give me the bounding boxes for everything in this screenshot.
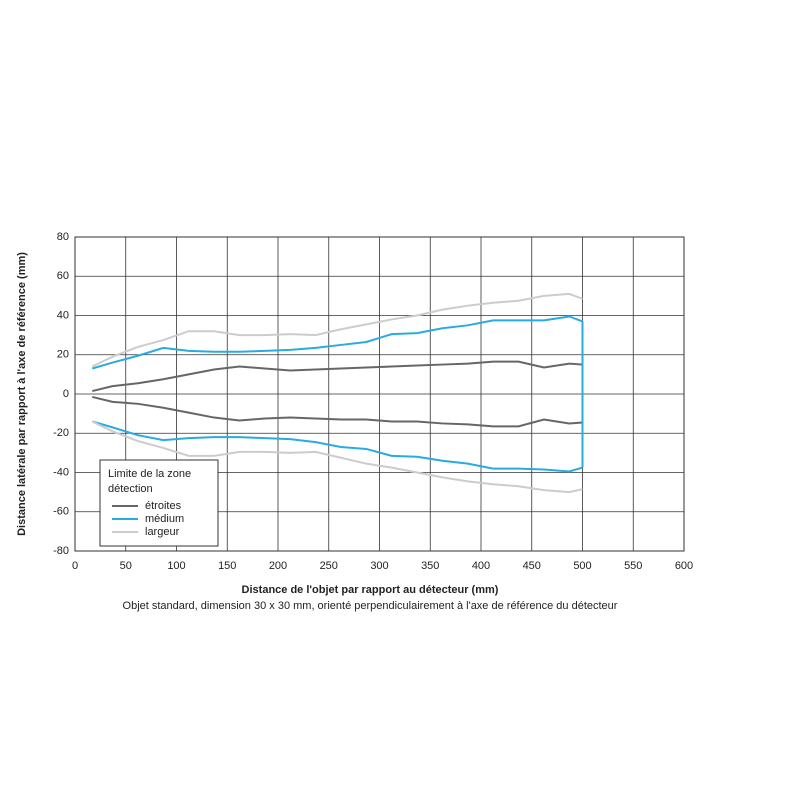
y-tick-label: -60 xyxy=(53,506,69,518)
x-tick-label: 200 xyxy=(269,560,287,572)
x-tick-label: 0 xyxy=(72,560,78,572)
legend-label: étroites xyxy=(145,500,182,512)
y-tick-label: 40 xyxy=(57,309,69,321)
zone-line xyxy=(91,420,583,473)
x-tick-label: 450 xyxy=(523,560,541,572)
x-tick-label: 100 xyxy=(167,560,185,572)
legend-title: Limite de la zone xyxy=(108,468,191,480)
y-tick-label: -40 xyxy=(53,466,69,478)
y-tick-label: 80 xyxy=(57,231,69,243)
x-tick-label: 550 xyxy=(624,560,642,572)
zone-line xyxy=(91,315,583,370)
y-tick-label: -80 xyxy=(53,545,69,557)
x-axis-label: Distance de l'objet par rapport au détec… xyxy=(242,584,499,596)
y-tick-label: -20 xyxy=(53,427,69,439)
x-tick-label: 300 xyxy=(370,560,388,572)
legend-label: largeur xyxy=(145,526,180,538)
x-tick-label: 150 xyxy=(218,560,236,572)
y-axis-label: Distance latérale par rapport à l'axe de… xyxy=(16,252,28,536)
x-tick-label: 350 xyxy=(421,560,439,572)
x-tick-label: 600 xyxy=(675,560,693,572)
legend-title: détection xyxy=(108,483,153,495)
x-tick-label: 50 xyxy=(120,560,132,572)
zone-line xyxy=(92,395,583,428)
y-tick-label: 60 xyxy=(57,270,69,282)
y-tick-label: 0 xyxy=(63,388,69,400)
x-tick-label: 500 xyxy=(573,560,591,572)
zone-line xyxy=(91,292,583,368)
legend-label: médium xyxy=(145,513,184,525)
zone-line xyxy=(92,360,583,393)
subtitle: Objet standard, dimension 30 x 30 mm, or… xyxy=(123,600,618,612)
x-tick-label: 400 xyxy=(472,560,490,572)
zone-line xyxy=(91,420,583,494)
x-tick-label: 250 xyxy=(320,560,338,572)
y-tick-label: 20 xyxy=(57,349,69,361)
